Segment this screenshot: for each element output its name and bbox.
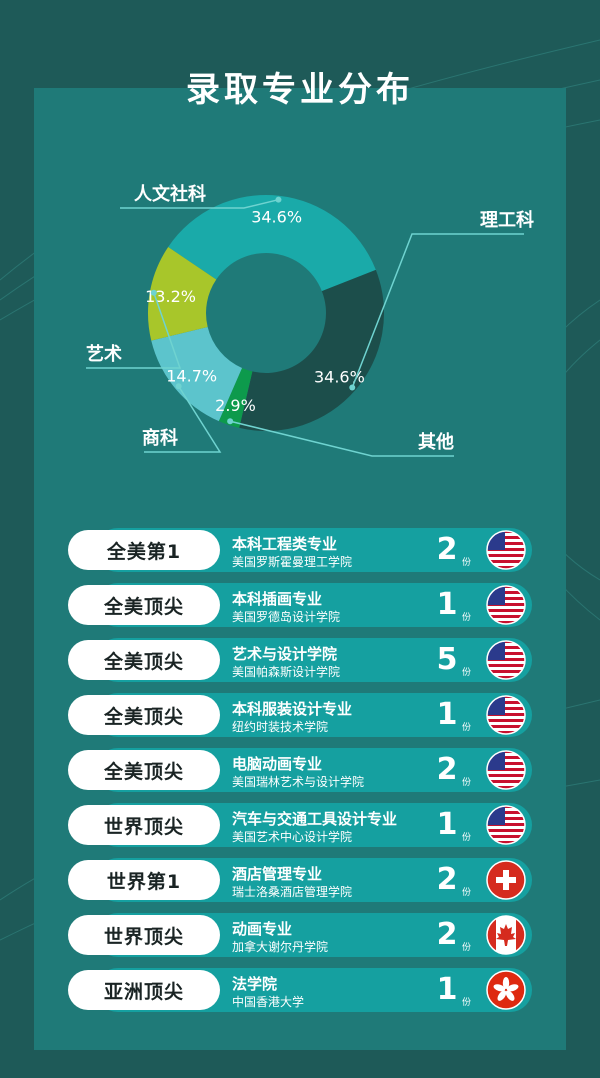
callout-dot-other: [227, 418, 234, 425]
admission-count: 2: [436, 532, 458, 567]
major-name: 酒店管理专业: [232, 865, 323, 883]
slice-art: [148, 247, 217, 341]
usa-flag-icon: [486, 750, 526, 790]
admission-count: 1: [436, 807, 458, 842]
admission-count: 1: [436, 972, 458, 1007]
value-label-art: 13.2%: [145, 287, 196, 306]
rank-badge: 全美顶尖: [68, 750, 220, 790]
slice-other: [218, 367, 253, 428]
value-label-humanities: 34.6%: [251, 208, 302, 227]
category-label-humanities: 人文社科: [134, 183, 206, 205]
slice-engineering: [239, 269, 384, 431]
category-label-other: 其他: [418, 431, 454, 453]
category-label-engineering: 理工科: [480, 209, 534, 231]
callout-line-other: [229, 420, 454, 457]
callout-line-engineering: [351, 233, 524, 388]
major-name: 动画专业: [232, 920, 293, 938]
admission-count: 2: [436, 752, 458, 787]
count-unit: 份: [462, 778, 472, 788]
school-name: 纽约时装技术学院: [232, 720, 329, 734]
callout-dot-engineering: [349, 384, 356, 391]
usa-flag-icon: [486, 640, 526, 680]
school-name: 美国罗德岛设计学院: [232, 610, 341, 624]
rank-badge: 全美顶尖: [68, 695, 220, 735]
admission-count: 5: [436, 642, 458, 677]
count-unit: 份: [462, 998, 472, 1008]
canada-flag-icon: [486, 915, 526, 955]
usa-flag-icon: [486, 530, 526, 570]
callout-dot-art: [150, 289, 157, 296]
major-name: 艺术与设计学院: [232, 645, 338, 663]
major-name: 电脑动画专业: [232, 755, 323, 773]
count-unit: 份: [462, 723, 472, 733]
school-name: 加拿大谢尔丹学院: [232, 940, 329, 954]
swiss-flag-icon: [486, 860, 526, 900]
admission-count: 1: [436, 697, 458, 732]
value-label-business: 14.7%: [166, 366, 217, 385]
school-name: 美国帕森斯设计学院: [232, 665, 341, 679]
school-name: 美国罗斯霍曼理工学院: [232, 555, 353, 569]
rank-badge: 世界第1: [68, 860, 220, 900]
count-unit: 份: [462, 558, 472, 568]
major-name: 本科服装设计专业: [232, 700, 353, 718]
count-unit: 份: [462, 833, 472, 843]
callout-line-humanities: [120, 198, 279, 209]
major-name: 本科工程类专业: [232, 535, 338, 553]
admission-count: 2: [436, 917, 458, 952]
category-label-business: 商科: [142, 427, 178, 449]
callout-dot-business: [175, 383, 182, 390]
school-name: 瑞士洛桑酒店管理学院: [232, 885, 353, 899]
slice-humanities: [168, 195, 376, 292]
callout-dot-humanities: [275, 196, 282, 203]
rank-badge: 世界顶尖: [68, 805, 220, 845]
usa-flag-icon: [486, 695, 526, 735]
major-name: 本科插画专业: [232, 590, 323, 608]
admission-count: 1: [436, 587, 458, 622]
count-unit: 份: [462, 668, 472, 678]
usa-flag-icon: [486, 805, 526, 845]
rank-badge: 全美顶尖: [68, 585, 220, 625]
count-unit: 份: [462, 888, 472, 898]
count-unit: 份: [462, 943, 472, 953]
major-name: 汽车与交通工具设计专业: [232, 810, 398, 828]
category-label-art: 艺术: [86, 343, 122, 365]
rank-badge: 全美顶尖: [68, 640, 220, 680]
rank-badge: 世界顶尖: [68, 915, 220, 955]
usa-flag-icon: [486, 585, 526, 625]
hongkong-flag-icon: [486, 970, 526, 1010]
page-title: 录取专业分布: [186, 70, 414, 110]
count-unit: 份: [462, 613, 472, 623]
callout-line-business: [144, 385, 222, 453]
value-label-other: 2.9%: [215, 396, 256, 415]
callout-line-art: [86, 292, 182, 369]
school-name: 中国香港大学: [232, 995, 305, 1009]
major-name: 法学院: [232, 975, 278, 993]
admission-count: 2: [436, 862, 458, 897]
school-name: 美国瑞林艺术与设计学院: [232, 775, 365, 789]
rank-badge: 全美第1: [68, 530, 220, 570]
rank-badge: 亚洲顶尖: [68, 970, 220, 1010]
school-name: 美国艺术中心设计学院: [232, 830, 353, 844]
value-label-engineering: 34.6%: [314, 367, 365, 386]
